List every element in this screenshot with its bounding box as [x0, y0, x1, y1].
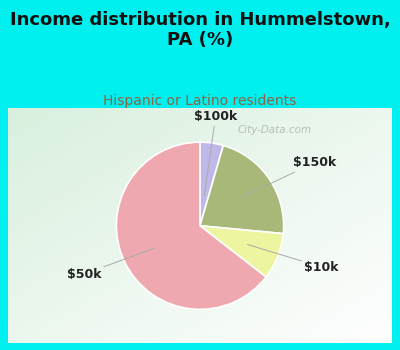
- Wedge shape: [116, 142, 266, 309]
- Text: City-Data.com: City-Data.com: [238, 125, 312, 135]
- Text: Income distribution in Hummelstown,
PA (%): Income distribution in Hummelstown, PA (…: [10, 10, 390, 49]
- Text: Hispanic or Latino residents: Hispanic or Latino residents: [103, 94, 297, 108]
- Wedge shape: [200, 226, 283, 277]
- Text: $10k: $10k: [247, 245, 339, 274]
- Text: $50k: $50k: [67, 248, 154, 281]
- Text: $100k: $100k: [194, 110, 237, 195]
- Text: $150k: $150k: [242, 156, 336, 197]
- Wedge shape: [200, 142, 223, 226]
- Wedge shape: [200, 146, 284, 233]
